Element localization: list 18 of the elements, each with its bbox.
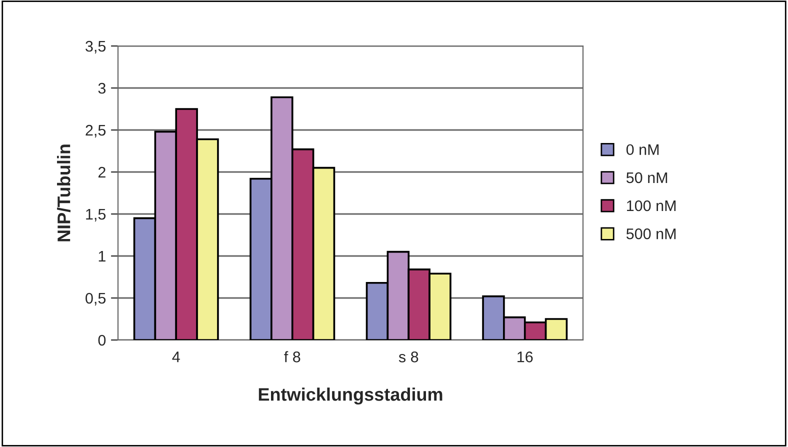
legend-label: 500 nM [626, 228, 676, 240]
legend-label: 100 nM [627, 200, 676, 212]
y-tick-label: 3 [98, 82, 106, 94]
x-tick-label: 16 [518, 352, 533, 362]
y-tick-label: 1,5 [86, 209, 106, 222]
y-tick-label: 0,5 [86, 292, 106, 306]
y-tick-label: 1 [98, 251, 106, 262]
x-tick-label: 4 [172, 352, 180, 362]
x-tick-label: s 8 [398, 352, 418, 362]
y-tick-label: 2 [98, 166, 106, 178]
x-tick-label: f 8 [284, 351, 300, 362]
x-axis-title: Entwicklungsstadium [258, 388, 442, 404]
y-tick-label: 3,5 [86, 40, 106, 54]
y-tick-label: 2,5 [86, 124, 106, 138]
y-axis-title: NIP/Tubulin [57, 144, 70, 242]
y-tick-label: 0 [98, 334, 106, 346]
legend-label: 50 nM [626, 172, 668, 184]
legend-label: 0 nM [626, 144, 659, 156]
